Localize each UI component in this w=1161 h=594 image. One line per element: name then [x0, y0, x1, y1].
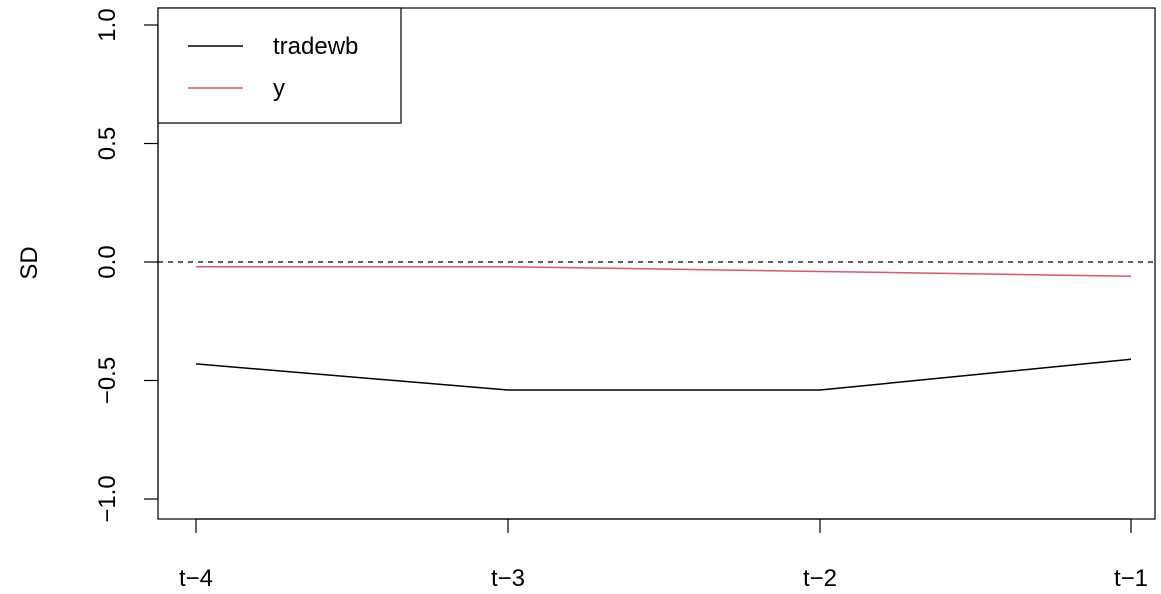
y-tick-label: 0.0 — [94, 245, 121, 278]
y-tick-label: −0.5 — [94, 357, 121, 404]
series-line-tradewb — [195, 358, 1132, 391]
y-axis: −1.0 −0.5 0.0 0.5 1.0 — [94, 8, 159, 523]
legend: tradewb y — [157, 7, 402, 124]
legend-box — [157, 7, 402, 124]
series-line-y — [196, 265, 1132, 277]
x-tick-label: t−3 — [491, 565, 525, 592]
legend-label-tradewb: tradewb — [273, 33, 358, 60]
y-axis-label: SD — [16, 246, 43, 279]
series-layer — [195, 265, 1132, 391]
x-axis: t−4 t−3 t−2 t−1 — [179, 518, 1148, 592]
y-tick-label: 0.5 — [94, 127, 121, 160]
legend-label-y: y — [273, 75, 285, 102]
x-tick-label: t−4 — [179, 565, 213, 592]
x-tick-label: t−2 — [803, 565, 837, 592]
x-tick-label: t−1 — [1114, 565, 1148, 592]
y-tick-label: 1.0 — [94, 8, 121, 41]
y-tick-label: −1.0 — [94, 475, 121, 522]
